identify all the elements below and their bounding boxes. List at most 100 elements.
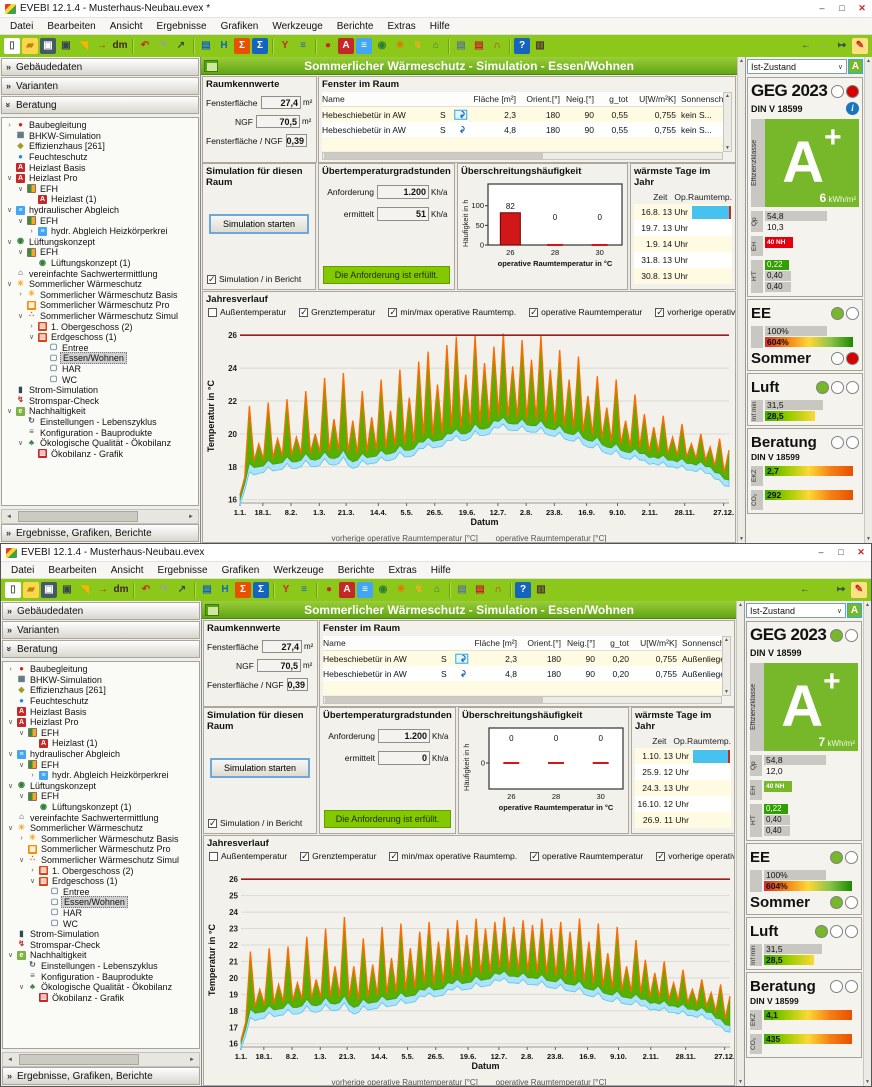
- expanded-icon[interactable]: ∨: [6, 281, 13, 289]
- scroll-down-icon[interactable]: ▼: [866, 536, 871, 542]
- swap-arrow-icon[interactable]: ↷: [454, 109, 468, 120]
- legend-operative-raumtemperatur[interactable]: operative Raumtemperatur: [529, 307, 642, 318]
- warmest-day-row[interactable]: 1.10. 13 Uhr: [635, 748, 731, 764]
- toolbar-edit-pen-icon[interactable]: ✎: [852, 38, 868, 54]
- toolbar-copy-icon[interactable]: ▣: [61, 40, 71, 51]
- toolbar-sommer-sun-icon[interactable]: ☀: [396, 584, 406, 595]
- toolbar-haus-icon[interactable]: ⌂: [433, 584, 441, 595]
- toolbar-strom-icon[interactable]: ↯: [413, 40, 423, 51]
- warmest-day-row[interactable]: 16.8. 13 Uhr: [634, 204, 732, 220]
- expanded-icon[interactable]: ∨: [17, 185, 24, 193]
- toolbar-lueftung-icon[interactable]: ◉: [378, 584, 388, 595]
- scroll-right-icon[interactable]: ►: [189, 1056, 195, 1063]
- tree-item-bhkw-simulation[interactable]: ▦ BHKW-Simulation: [2, 131, 198, 142]
- scroll-up-icon[interactable]: ▲: [866, 58, 871, 64]
- expanded-icon[interactable]: ∨: [18, 793, 25, 801]
- scrollbar-thumb[interactable]: [19, 1054, 139, 1065]
- toolbar-sum-blue-icon[interactable]: Σ: [252, 38, 268, 54]
- tree-item-ökobilanz-grafik[interactable]: ▥ Ökobilanz - Grafik: [3, 992, 199, 1003]
- scroll-down-icon[interactable]: ▼: [865, 1079, 870, 1085]
- toolbar-dach-icon[interactable]: ∩: [494, 584, 502, 595]
- tree-item-erdgeschoss-1[interactable]: ∨ ▥ Erdgeschoss (1): [2, 332, 198, 343]
- toolbar-heizlast-icon[interactable]: A: [339, 582, 355, 598]
- menu-ansicht[interactable]: Ansicht: [110, 564, 144, 576]
- warmest-day-row[interactable]: 16.10. 12 Uhr: [635, 796, 731, 812]
- scroll-up-icon[interactable]: ▲: [739, 58, 744, 64]
- collapsed-icon[interactable]: ›: [31, 867, 34, 875]
- expanded-icon[interactable]: ∨: [18, 856, 25, 864]
- close-button[interactable]: ✕: [857, 547, 865, 557]
- toolbar-help-icon[interactable]: ?: [515, 582, 531, 598]
- toolbar-redo-icon[interactable]: ↷: [158, 40, 168, 51]
- main-vscrollbar[interactable]: ▲ ▼: [737, 57, 745, 543]
- fensterflaeche-field[interactable]: 27,4: [261, 640, 302, 653]
- fenster-table-row[interactable]: Hebeschiebetür in AW S ↷ 2,3 180 90 0,20 0,755 A…: [323, 651, 731, 666]
- scroll-up-icon[interactable]: ▲: [865, 602, 870, 608]
- legend-vorherige-operative-raumtemperatur[interactable]: vorherige operative Raumtemperatur: [656, 851, 734, 862]
- anforderung-field[interactable]: 1.200: [378, 729, 430, 743]
- toolbar-redo-icon[interactable]: ↷: [159, 584, 169, 595]
- scrollbar-thumb[interactable]: [18, 511, 138, 522]
- expanded-icon[interactable]: ∨: [28, 334, 35, 342]
- toolbar-demo-stamp-icon[interactable]: dm: [113, 584, 129, 595]
- legend-grenztemperatur[interactable]: Grenztemperatur: [299, 307, 375, 318]
- verhaeltnis-field[interactable]: 0,39: [285, 134, 308, 147]
- sidebar-section-varianten[interactable]: » Varianten: [2, 621, 200, 639]
- ngf-field[interactable]: 70,5: [256, 115, 300, 128]
- toolbar-save-icon[interactable]: ▣: [40, 38, 56, 54]
- scroll-up-icon[interactable]: ▲: [738, 602, 743, 608]
- sidebar-section-beratung[interactable]: » Beratung: [1, 96, 199, 114]
- toolbar-hydraulik-icon[interactable]: ≡: [357, 582, 373, 598]
- tree-item-ökologische-qualität-ökobilanz[interactable]: ∨ ♣ Ökologische Qualität - Ökobilanz: [2, 438, 198, 449]
- tree-item-efh[interactable]: ∨ EFH: [2, 184, 198, 195]
- collapsed-icon[interactable]: ›: [9, 665, 12, 673]
- tree-item-heizlast-basis[interactable]: A Heizlast Basis: [3, 706, 199, 717]
- menu-bearbeiten[interactable]: Bearbeiten: [48, 564, 97, 576]
- toolbar-schema-icon[interactable]: Y: [281, 40, 289, 51]
- tree-item-hydr-abgleich-heizkörperkrei[interactable]: › ≡ hydr. Abgleich Heizkörperkrei: [2, 226, 198, 237]
- tree-item-stromspar-check[interactable]: ↯ Stromspar-Check: [2, 395, 198, 406]
- expanded-icon[interactable]: ∨: [17, 249, 24, 257]
- toolbar-export-icon[interactable]: →: [97, 40, 107, 51]
- toolbar-dach-icon[interactable]: ∩: [493, 40, 501, 51]
- collapsed-icon[interactable]: ›: [8, 121, 11, 129]
- tree-item-efh[interactable]: ∨ EFH: [3, 759, 199, 770]
- tree-item-nachhaltigkeit[interactable]: ∨ e Nachhaltigkeit: [2, 406, 198, 417]
- warmest-day-row[interactable]: 26.9. 11 Uhr: [635, 812, 731, 828]
- warmest-day-row[interactable]: 30.8. 13 Uhr: [634, 268, 732, 284]
- main-vscrollbar[interactable]: ▲ ▼: [736, 601, 744, 1086]
- toolbar-balance-icon[interactable]: H: [221, 584, 229, 595]
- zustand-dropdown[interactable]: Ist-Zustand ∨: [747, 59, 847, 74]
- toolbar-import-icon[interactable]: ◥: [80, 40, 88, 51]
- tree-item-sommerlicher-wärmeschutz[interactable]: ∨ ☀ Sommerlicher Wärmeschutz: [2, 279, 198, 290]
- menu-berichte[interactable]: Berichte: [337, 564, 375, 576]
- menu-ergebnisse[interactable]: Ergebnisse: [157, 564, 208, 576]
- expanded-icon[interactable]: ∨: [29, 878, 36, 886]
- tree-item-heizlast-pro[interactable]: ∨ A Heizlast Pro: [2, 173, 198, 184]
- toolbar-baubegleitung-icon[interactable]: ●: [325, 584, 333, 595]
- toolbar-doc-add-icon[interactable]: ▤: [457, 584, 467, 595]
- expanded-icon[interactable]: ∨: [6, 175, 13, 183]
- scrollbar-thumb[interactable]: [325, 697, 544, 703]
- tree-item-einstellungen-lebenszyklus[interactable]: ↻ Einstellungen - Lebenszyklus: [3, 961, 199, 972]
- legend-grenztemperatur[interactable]: Grenztemperatur: [300, 851, 376, 862]
- toolbar-back-icon[interactable]: ←: [801, 40, 811, 51]
- scroll-left-icon[interactable]: ◄: [7, 1056, 13, 1063]
- toolbar-lueftung-icon[interactable]: ◉: [377, 40, 387, 51]
- expanded-icon[interactable]: ∨: [7, 825, 14, 833]
- fenster-table-row[interactable]: Hebeschiebetür in AW S ↷ 4,8 180 90 0,55 0,755 k…: [322, 122, 732, 137]
- toolbar-assistant-icon[interactable]: ↗: [177, 584, 187, 595]
- swap-arrow-icon[interactable]: ↷: [456, 125, 467, 134]
- toolbar-forward-icon[interactable]: →: [819, 40, 829, 51]
- legend-außentemperatur[interactable]: Außentemperatur: [209, 851, 287, 861]
- toolbar-sommer-sun-icon[interactable]: ☀: [395, 40, 405, 51]
- tree-item-strom-simulation[interactable]: ▮ Strom-Simulation: [2, 385, 198, 396]
- ngf-field[interactable]: 70,5: [257, 659, 301, 672]
- toolbar-sum-orange-icon[interactable]: Σ: [235, 582, 251, 598]
- expanded-icon[interactable]: ∨: [6, 207, 13, 215]
- tree-item-har[interactable]: ▢ HAR: [2, 364, 198, 375]
- tree-item-feuchteschutz[interactable]: ● Feuchteschutz: [3, 696, 199, 707]
- tree-item-har[interactable]: ▢ HAR: [3, 908, 199, 919]
- tree-item-efh[interactable]: ∨ EFH: [3, 791, 199, 802]
- menu-werkzeuge[interactable]: Werkzeuge: [273, 564, 324, 576]
